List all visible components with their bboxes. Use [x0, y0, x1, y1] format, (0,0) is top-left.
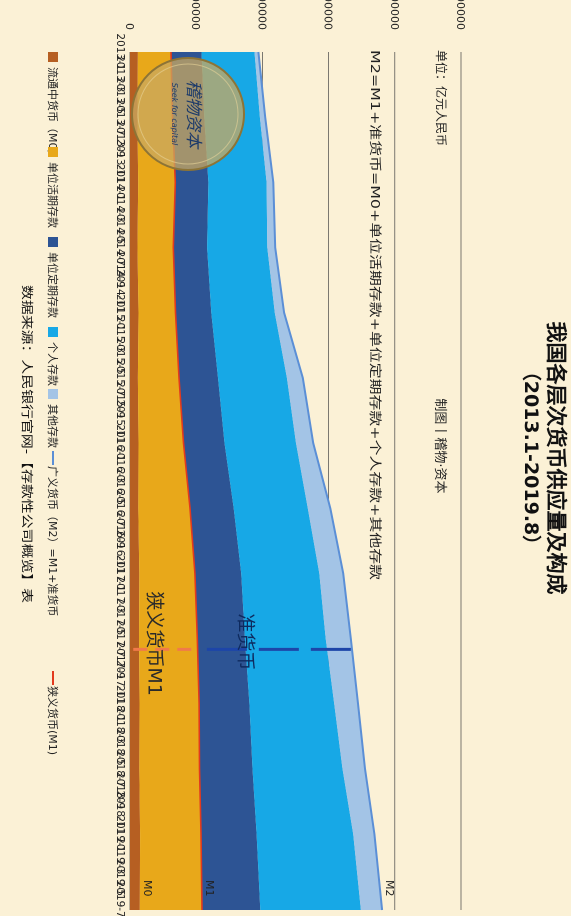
- chart-maker: 制图丨稽物·资本: [432, 398, 447, 493]
- area-1: [130, 52, 141, 910]
- x-tick-label: 2016-7: [114, 490, 126, 527]
- legend-swatch: [48, 237, 58, 247]
- x-tick-label: 2015-7: [114, 359, 126, 396]
- quasi-money-label: 准货币: [235, 613, 257, 670]
- unit-label: 单位：亿元人民币: [434, 50, 449, 146]
- x-tick-label: 2014-11: [114, 269, 126, 313]
- legend: 流通中货币（M0) 单位活期存款单位定期存款个人存款其他存款广义货币（M2）=M1…: [46, 52, 60, 755]
- x-tick-label: 2018-3: [114, 707, 126, 744]
- x-tick-label: 2018-9: [114, 772, 126, 809]
- y-tick-label: 2000000: [388, 0, 401, 30]
- x-tick-label: 2015-1: [114, 294, 126, 331]
- x-tick-label: 2013-7: [114, 99, 126, 136]
- narrow-money-label: 狭义货币M1: [144, 591, 166, 695]
- m2-line: [257, 51, 384, 911]
- m2-end-label: M2: [383, 880, 396, 897]
- x-tick-label: 2016-3: [114, 446, 126, 483]
- x-tick-label: 2013-3: [114, 55, 126, 92]
- legend-swatch: [48, 389, 58, 399]
- y-tick-label: 2500000: [454, 0, 467, 30]
- m0-end-label: M0: [141, 880, 154, 897]
- x-tick-label: 2018-7: [114, 750, 126, 787]
- x-tick-label: 2013-9: [114, 120, 126, 157]
- x-tick-label: 2017-5: [114, 598, 126, 635]
- x-tick-label: 2015-9: [114, 381, 126, 418]
- area-3: [171, 52, 261, 910]
- legend-label: 流通中货币（M0): [46, 67, 60, 154]
- x-tick-label: 2019-1: [114, 815, 126, 852]
- chart-subtitle: （2013.1-2019.8）: [520, 362, 543, 555]
- x-tick-label: 2015-3: [114, 316, 126, 353]
- watermark-text: 稽物资本: [183, 80, 203, 150]
- x-tick-label: 2016-9: [114, 511, 126, 548]
- legend-swatch: [48, 147, 58, 157]
- x-tick-label: 2016-11: [114, 530, 126, 574]
- x-tick-label: 2018-1: [114, 685, 126, 722]
- x-tick-label: 2017-3: [114, 576, 126, 613]
- x-tick-label: 2013-5: [114, 77, 126, 114]
- legend-swatch: [48, 52, 58, 62]
- x-tick-label: 2017-1: [114, 555, 126, 592]
- formula-note: M2=M1+准货币=M0+单位活期存款+单位定期存款+个人存款+其他存款: [368, 50, 383, 581]
- x-tick-label: 2015-5: [114, 337, 126, 374]
- x-tick-label: 2014-7: [114, 229, 126, 266]
- x-tick-label: 2014-3: [114, 185, 126, 222]
- x-tick-label: 2013-1: [114, 33, 126, 70]
- legend-label: 单位定期存款: [46, 252, 60, 318]
- y-tick-label: 1500000: [322, 0, 335, 30]
- x-tick-label: 2014-9: [114, 251, 126, 288]
- legend-label: 其他存款: [46, 404, 60, 448]
- x-tick-label: 2015-11: [114, 399, 126, 443]
- x-tick-label: 2017-7: [114, 620, 126, 657]
- x-tick-label: 2019-7: [114, 881, 126, 916]
- x-tick-label: 2014-1: [114, 164, 126, 201]
- area-5: [254, 52, 383, 910]
- x-tick-label: 2014-5: [114, 207, 126, 244]
- x-tick-label: 2019-3: [114, 837, 126, 874]
- chart-title: 我国各层次货币供应量及构成: [544, 322, 568, 595]
- y-tick-label: 0: [123, 23, 136, 30]
- x-tick-label: 2013-11: [114, 139, 126, 183]
- x-tick-label: 2019-5: [114, 859, 126, 896]
- legend-label: 狭义货币(M1): [46, 686, 60, 755]
- watermark-logo: 稽物资本 Seek for capital: [131, 57, 245, 171]
- area-2: [137, 52, 202, 910]
- x-tick-label: 2018-11: [114, 790, 126, 834]
- x-tick-label: 2017-9: [114, 642, 126, 679]
- area-4: [201, 52, 361, 910]
- x-tick-label: 2016-1: [114, 424, 126, 461]
- legend-label: 个人存款: [46, 342, 60, 386]
- source-note: 数据来源：人民银行官网-【存款性公司概览】表: [20, 285, 35, 603]
- m1-line: [170, 51, 203, 911]
- m1-end-label: M1: [203, 880, 216, 897]
- x-tick-label: 2016-5: [114, 468, 126, 505]
- y-tick-label: 500000: [189, 0, 202, 30]
- legend-label: 单位活期存款: [46, 162, 60, 228]
- y-tick-label: 1000000: [255, 0, 268, 30]
- x-tick-label: 2018-5: [114, 728, 126, 765]
- legend-label: 广义货币（M2）=M1+准货币: [46, 466, 60, 616]
- x-tick-label: 2017-11: [114, 660, 126, 704]
- watermark-subtext: Seek for capital: [170, 83, 179, 146]
- legend-swatch: [48, 327, 58, 337]
